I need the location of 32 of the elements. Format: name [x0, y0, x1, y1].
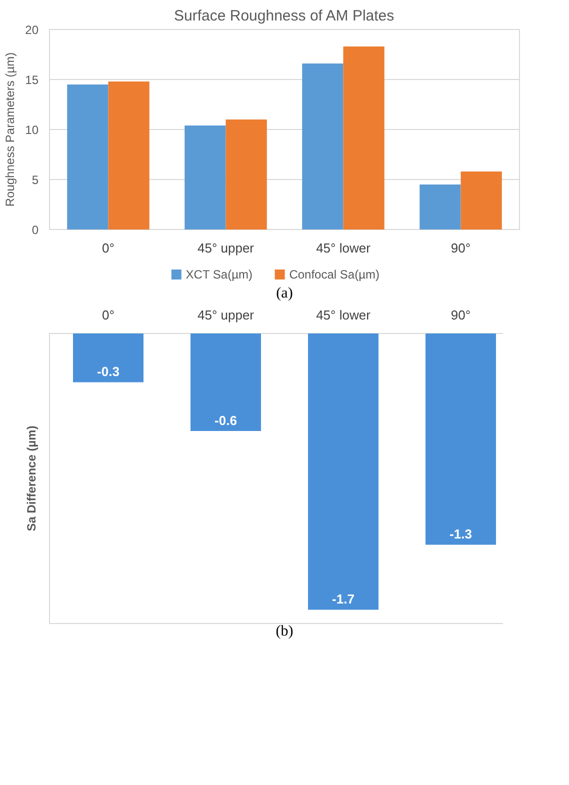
- bar: [184, 126, 226, 230]
- x-tick-label: 45° lower: [316, 240, 372, 256]
- bar: [460, 172, 502, 230]
- legend-label: XCT Sa(µm): [186, 268, 253, 282]
- bar: [343, 46, 384, 230]
- y-tick-label: 10: [25, 123, 39, 137]
- legend-label: Confocal Sa(µm): [289, 268, 380, 282]
- chart-title: Surface Roughness of AM Plates: [174, 8, 394, 24]
- text: (a): [276, 286, 293, 302]
- x-tick-label: 90°: [450, 240, 471, 256]
- x-tick-label: 45° upper: [197, 240, 255, 256]
- data-label: -0.6: [214, 412, 237, 428]
- y-axis-title: Sa Difference (µm): [24, 426, 38, 532]
- bar: [226, 120, 267, 230]
- y-tick-label: 5: [32, 173, 39, 187]
- data-label: -0.3: [97, 364, 120, 380]
- x-tick-label: 45° upper: [197, 308, 255, 322]
- data-label: -1.3: [450, 526, 472, 542]
- bar: [302, 64, 344, 230]
- x-tick-label: 0°: [102, 308, 114, 322]
- bar: [420, 184, 461, 230]
- x-tick-label: 45° lower: [316, 308, 372, 322]
- bar: [67, 84, 108, 230]
- data-label: -1.7: [332, 592, 354, 607]
- text: (b): [276, 624, 294, 640]
- bar: [108, 82, 150, 230]
- x-tick-label: 90°: [450, 308, 471, 322]
- y-tick-label: 0: [32, 223, 39, 237]
- y-tick-label: 15: [25, 73, 39, 87]
- y-tick-label: 20: [25, 23, 39, 37]
- x-tick-label: 0°: [102, 240, 114, 256]
- y-axis-title: Roughness Parameters (µm): [3, 52, 18, 207]
